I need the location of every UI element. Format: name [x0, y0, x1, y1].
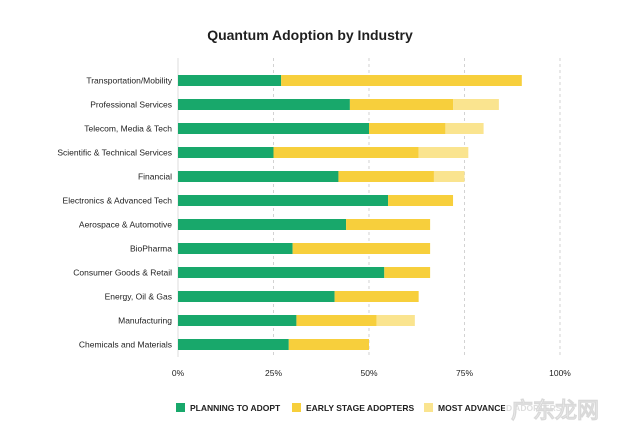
category-label: Energy, Oil & Gas	[105, 292, 172, 302]
legend-swatch	[424, 403, 433, 412]
bar-segment	[178, 339, 289, 350]
x-axis-ticks: 0% 25% 50% 75% 100%	[172, 368, 571, 378]
bar-segment	[178, 75, 282, 86]
category-label: Financial	[138, 172, 172, 182]
bar-segment	[288, 339, 369, 350]
legend-label: MOST ADVANCED ADOPTERS	[438, 403, 562, 413]
legend-swatch	[292, 403, 301, 412]
category-labels: Transportation/Mobility Professional Serv…	[57, 76, 172, 350]
category-label: Aerospace & Automotive	[79, 220, 172, 230]
category-label: Telecom, Media & Tech	[84, 124, 172, 134]
bar-segment	[178, 267, 385, 278]
category-label: Scientific & Technical Services	[57, 148, 172, 158]
bar-segment	[178, 147, 274, 158]
bar-segment	[281, 75, 522, 86]
bar-segment	[178, 243, 293, 254]
bar-segment	[273, 147, 419, 158]
bar-segment	[433, 171, 465, 182]
bar-segment	[388, 195, 454, 206]
bar-segment	[418, 147, 469, 158]
legend-label: EARLY STAGE ADOPTERS	[306, 403, 414, 413]
x-tick-label: 50%	[360, 368, 377, 378]
legend-swatch	[176, 403, 185, 412]
watermark-backdrop	[505, 394, 605, 424]
category-label: Manufacturing	[118, 316, 172, 326]
bar-segment	[453, 99, 499, 110]
bar-segment	[346, 219, 431, 230]
x-tick-label: 75%	[456, 368, 473, 378]
chart-title: Quantum Adoption by Industry	[207, 27, 413, 43]
bar-segment	[178, 291, 335, 302]
x-tick-label: 0%	[172, 368, 185, 378]
bar-segment	[376, 315, 415, 326]
bar-segment	[178, 123, 369, 134]
x-tick-label: 25%	[265, 368, 282, 378]
category-label: Transportation/Mobility	[86, 76, 172, 86]
category-label: Professional Services	[90, 100, 172, 110]
bar-segment	[178, 315, 297, 326]
bar-segment	[178, 219, 347, 230]
legend-label: PLANNING TO ADOPT	[190, 403, 281, 413]
bar-segment	[349, 99, 454, 110]
legend: PLANNING TO ADOPT EARLY STAGE ADOPTERS MOS…	[176, 403, 562, 413]
x-tick-label: 100%	[549, 368, 571, 378]
bar-segment	[334, 291, 419, 302]
bar-segment	[384, 267, 431, 278]
bar-segment	[338, 171, 434, 182]
category-label: Consumer Goods & Retail	[73, 268, 172, 278]
bar-segment	[292, 243, 431, 254]
category-label: Electronics & Advanced Tech	[63, 196, 173, 206]
category-label: BioPharma	[130, 244, 172, 254]
watermark-text: 广东龙网	[511, 398, 599, 424]
bars	[178, 75, 522, 350]
bar-segment	[178, 99, 350, 110]
bar-segment	[178, 171, 339, 182]
bar-segment	[369, 123, 446, 134]
watermark: 广东龙网	[505, 394, 605, 424]
category-label: Chemicals and Materials	[79, 340, 172, 350]
bar-segment	[445, 123, 484, 134]
bar-segment	[178, 195, 389, 206]
bar-segment	[296, 315, 377, 326]
